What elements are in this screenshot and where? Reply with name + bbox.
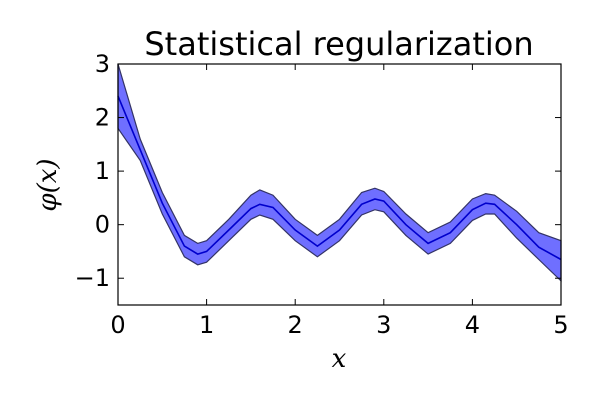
- y-axis-label: φ(x): [33, 158, 63, 211]
- x-tick-label: 0: [110, 311, 125, 339]
- x-tick-label: 1: [199, 311, 214, 339]
- x-axis-label: x: [332, 344, 347, 374]
- y-tick-label: −1: [75, 264, 110, 292]
- x-tick-label: 2: [288, 311, 303, 339]
- y-tick-label: 0: [95, 211, 110, 239]
- x-tick-label: 5: [553, 311, 568, 339]
- y-tick-label: 1: [95, 157, 110, 185]
- x-tick-label: 4: [465, 311, 480, 339]
- x-axis: 0 1 2 3 4 5: [110, 64, 569, 339]
- plot-area: [117, 63, 562, 283]
- y-axis: 3 2 1 0 −1: [75, 50, 561, 292]
- x-tick-label: 3: [376, 311, 391, 339]
- confidence-band: [117, 63, 562, 283]
- series-line: [117, 95, 562, 261]
- chart-title: Statistical regularization: [144, 25, 533, 63]
- y-tick-label: 3: [95, 50, 110, 78]
- axes-frame: [117, 63, 562, 306]
- y-tick-label: 2: [95, 104, 110, 132]
